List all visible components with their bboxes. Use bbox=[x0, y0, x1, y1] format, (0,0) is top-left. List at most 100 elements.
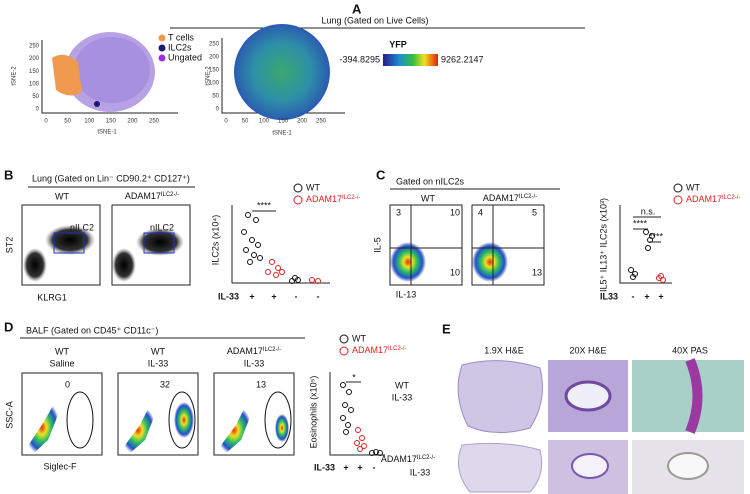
y-tick-label: 50 bbox=[32, 94, 39, 100]
column-label: 1.9X H&E bbox=[484, 345, 524, 355]
treatment-row: + + - bbox=[343, 462, 375, 472]
y-axis-label: tSNE-2 bbox=[206, 66, 212, 86]
flow-plot bbox=[117, 372, 199, 456]
density bbox=[216, 405, 252, 455]
treatment-sign: + bbox=[658, 291, 663, 301]
x-tick-label: 150 bbox=[106, 119, 117, 125]
x-tick-label: 150 bbox=[278, 119, 289, 125]
gate-label: nILC2 bbox=[70, 222, 94, 232]
column-label: WT bbox=[421, 193, 435, 203]
legend-text: ADAM17ILC2-/- bbox=[352, 345, 406, 355]
legend-text: ILC2s bbox=[168, 42, 192, 52]
row-label: WT bbox=[395, 380, 409, 390]
gate bbox=[66, 391, 94, 449]
legend-swatch bbox=[673, 195, 683, 205]
density bbox=[120, 405, 156, 455]
column-label-text: ADAM17 bbox=[227, 346, 263, 356]
x-axis-label: KLRG1 bbox=[37, 292, 67, 302]
treatment-label: IL-33 bbox=[218, 291, 239, 301]
panel-title: BALF (Gated on CD45⁺ CD11c⁻) bbox=[26, 325, 158, 335]
column-label: ADAM17ILC2-/- bbox=[483, 193, 537, 203]
treatment-sign: - bbox=[373, 462, 376, 472]
density bbox=[275, 414, 289, 442]
y-axis-label: Eosinophils (x10⁵) bbox=[308, 376, 318, 449]
treatment-sign: - bbox=[317, 291, 320, 301]
y-tick-label: 0 bbox=[36, 107, 40, 113]
row-label: IL-33 bbox=[410, 467, 431, 477]
ilc2-cluster bbox=[94, 101, 100, 107]
legend-swatch bbox=[158, 34, 166, 42]
x-tick-label: 50 bbox=[64, 119, 71, 125]
column-label: 40X PAS bbox=[672, 345, 708, 355]
y-axis-label: IL-5 bbox=[372, 237, 382, 253]
significance: **** bbox=[257, 200, 272, 210]
legend-swatch bbox=[339, 346, 349, 356]
y-axis-label: ILC2s (x10⁴) bbox=[210, 215, 220, 265]
ungated-cluster bbox=[74, 37, 150, 103]
flow-plot bbox=[21, 204, 101, 286]
tcell-cluster bbox=[52, 54, 82, 96]
panel-title: Lung (Gated on Live Cells) bbox=[321, 15, 428, 25]
treatment-sign: + bbox=[249, 291, 254, 301]
significance: **** bbox=[649, 231, 664, 241]
dot-points bbox=[354, 427, 367, 452]
legend-swatch bbox=[673, 183, 683, 193]
column-label: ADAM17ILC2-/- bbox=[125, 191, 179, 201]
treatment-row: - + + bbox=[632, 291, 664, 301]
column-label: ADAM17ILC2-/- bbox=[227, 346, 281, 356]
y-axis-label: ST2 bbox=[4, 237, 14, 254]
quadrant-value: 13 bbox=[532, 267, 542, 277]
column-label: Saline bbox=[49, 358, 74, 368]
legend-swatch bbox=[158, 54, 166, 62]
gate bbox=[264, 391, 292, 449]
x-tick-label: 250 bbox=[316, 119, 327, 125]
density bbox=[23, 248, 47, 282]
x-axis-label: IL-13 bbox=[396, 289, 417, 299]
flow-plot bbox=[111, 204, 191, 286]
legend-swatch bbox=[293, 183, 303, 193]
column-label: IL-33 bbox=[244, 358, 265, 368]
y-tick-label: 50 bbox=[212, 94, 219, 100]
panel-label: E bbox=[442, 321, 451, 336]
density bbox=[112, 248, 136, 282]
quadrant-lines bbox=[472, 205, 544, 285]
x-tick-label: 200 bbox=[297, 119, 308, 125]
gate bbox=[168, 391, 196, 449]
legend-text: WT bbox=[306, 182, 320, 192]
x-tick-label: 250 bbox=[149, 119, 160, 125]
flow-plot bbox=[471, 204, 545, 286]
treatment-sign: + bbox=[644, 291, 649, 301]
quadrant-value: 5 bbox=[532, 207, 537, 217]
legend-swatch bbox=[339, 334, 349, 344]
treatment-row: + + - - bbox=[249, 291, 319, 301]
legend-text: Ungated bbox=[168, 52, 202, 62]
treatment-label: IL33 bbox=[600, 291, 618, 301]
gate-value: 0 bbox=[65, 379, 70, 389]
significance: * bbox=[352, 372, 356, 382]
axes bbox=[41, 40, 178, 114]
treatment-sign: + bbox=[343, 462, 348, 472]
gate bbox=[53, 232, 85, 254]
treatment-sign: + bbox=[271, 291, 276, 301]
x-tick-label: 200 bbox=[127, 119, 138, 125]
x-axis-label: tSNE-1 bbox=[97, 130, 117, 136]
quadrant-value: 3 bbox=[396, 207, 401, 217]
axes bbox=[619, 205, 672, 284]
treatment-sign: - bbox=[632, 291, 635, 301]
treatment-sign: - bbox=[295, 291, 298, 301]
y-axis-label: SSC-A bbox=[4, 401, 14, 429]
tsne-density bbox=[234, 24, 330, 120]
gate-label: nILC2 bbox=[150, 222, 174, 232]
treatment-sign: + bbox=[357, 462, 362, 472]
x-tick-label: 100 bbox=[84, 119, 95, 125]
y-tick-label: 100 bbox=[29, 81, 40, 87]
dot-points bbox=[265, 259, 321, 284]
colorbar-max: 9262.2147 bbox=[441, 54, 484, 64]
column-label: WT bbox=[55, 346, 69, 356]
column-labels: WT Saline WT IL-33 ADAM17ILC2-/- IL-33 bbox=[49, 346, 281, 368]
density bbox=[136, 228, 184, 256]
colorbar-title: YFP bbox=[389, 39, 407, 49]
panel-title: Gated on nILC2s bbox=[396, 176, 465, 186]
flow-plot bbox=[389, 204, 463, 286]
